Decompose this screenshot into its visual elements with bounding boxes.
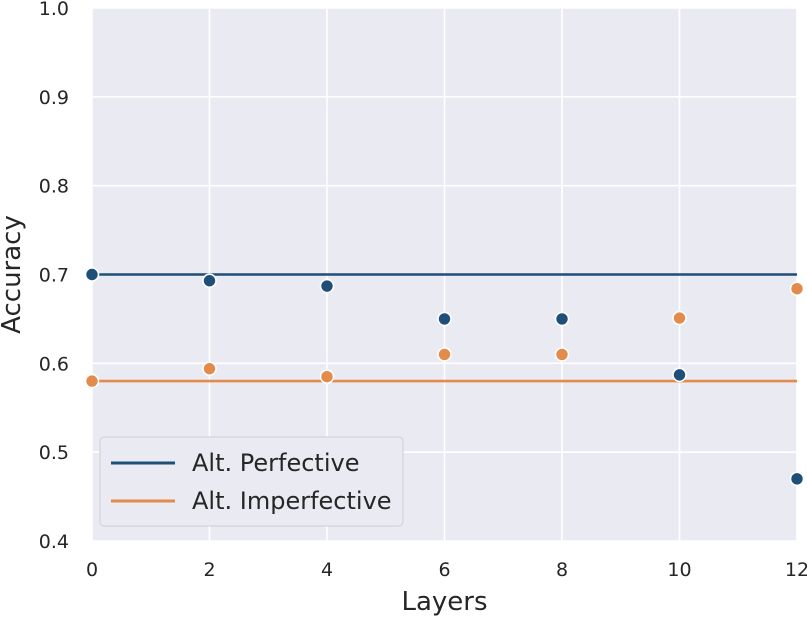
x-tick-label: 0 [86,559,98,581]
y-tick-label: 0.8 [39,176,69,198]
point-imperfective [319,369,335,384]
y-axis-title: Accuracy [0,215,27,334]
data-points [84,267,805,487]
x-tick-label: 10 [667,559,691,581]
x-axis-title: Layers [401,587,487,617]
point-perfective [437,311,452,327]
legend-label-imperfective: Alt. Imperfective [192,487,392,515]
y-tick-label: 0.9 [39,87,69,109]
point-imperfective [84,373,100,389]
y-tick-label: 0.5 [39,442,69,464]
point-imperfective [554,347,570,362]
point-perfective [672,367,687,383]
tick-labels: 0 2 4 6 8 10 12 0.4 0.5 0.6 0.7 0.8 0.9 1.0 [39,0,807,581]
x-tick-label: 2 [203,559,215,581]
x-tick-label: 6 [438,559,450,581]
x-tick-label: 4 [321,559,333,581]
point-perfective [789,471,805,487]
legend: Alt. Perfective Alt. Imperfective [99,436,404,527]
point-perfective [554,311,570,327]
y-tick-label: 0.4 [39,531,69,553]
point-imperfective [789,281,805,297]
x-tick-label: 8 [556,559,568,581]
point-perfective [84,267,100,282]
x-tick-label: 12 [785,559,807,581]
legend-box [99,436,404,527]
y-tick-label: 0.7 [39,265,69,287]
point-imperfective [437,347,452,362]
y-tick-label: 1.0 [39,0,69,20]
point-perfective [319,278,335,294]
y-tick-label: 0.6 [39,353,69,375]
point-imperfective [672,310,687,326]
point-perfective [202,273,217,289]
point-imperfective [202,361,217,376]
legend-label-perfective: Alt. Perfective [192,449,359,477]
